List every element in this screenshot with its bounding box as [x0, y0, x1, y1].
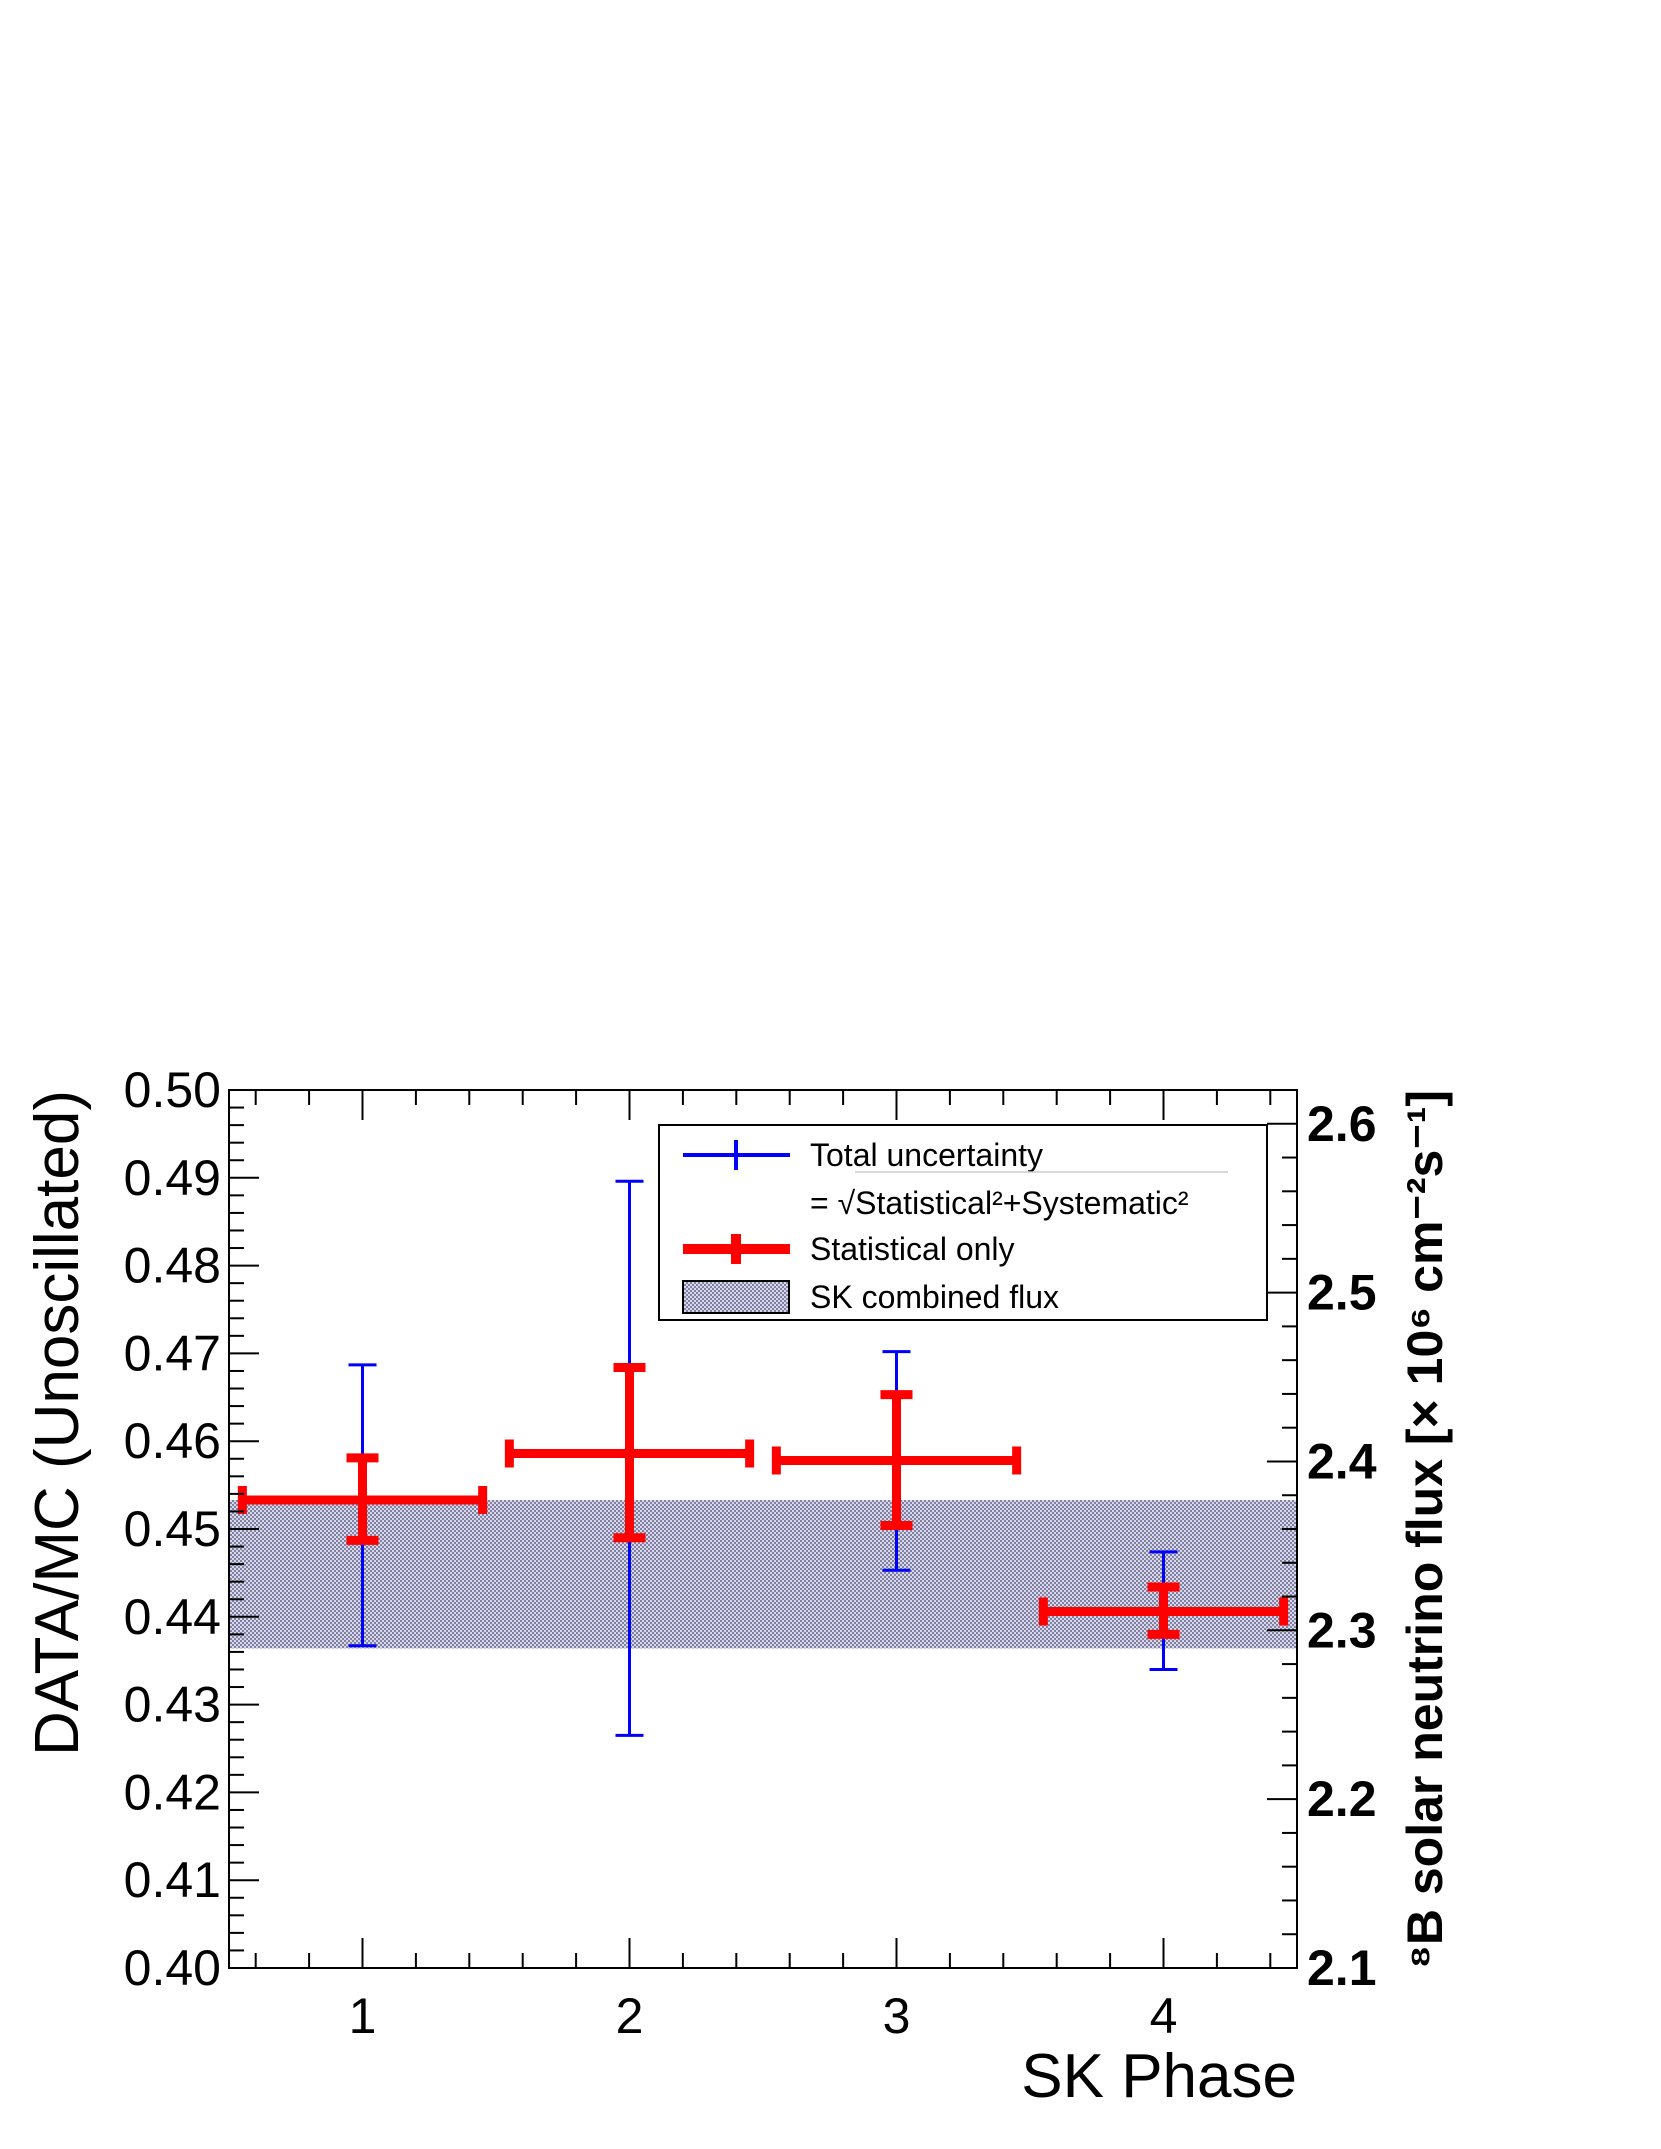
- y-right-tick-label: 2.6: [1307, 1096, 1377, 1152]
- legend-total-label: Total uncertainty: [810, 1137, 1043, 1173]
- x-tick-label: 2: [616, 1988, 644, 2044]
- y-right-tick-label: 2.3: [1307, 1602, 1377, 1658]
- data-point-sk1: [237, 1363, 488, 1648]
- legend-band-label: SK combined flux: [810, 1279, 1059, 1315]
- y-tick-label: 0.44: [124, 1589, 221, 1645]
- y-right-tick-label: 2.2: [1307, 1771, 1377, 1827]
- y-right-tick-label: 2.5: [1307, 1265, 1377, 1321]
- data-point-sk4: [1038, 1550, 1289, 1671]
- y-tick-label: 0.40: [124, 1940, 221, 1996]
- y-tick-label: 0.47: [124, 1325, 221, 1381]
- x-tick-label: 4: [1150, 1988, 1178, 2044]
- y-tick-label: 0.43: [124, 1677, 221, 1733]
- y-tick-label: 0.41: [124, 1852, 221, 1908]
- y-tick-label: 0.48: [124, 1238, 221, 1294]
- data-points: [237, 1179, 1289, 1737]
- legend-stat-label: Statistical only: [810, 1231, 1015, 1267]
- y-tick-label: 0.46: [124, 1413, 221, 1469]
- y-right-tick-label: 2.1: [1307, 1940, 1377, 1996]
- y-tick-label: 0.42: [124, 1764, 221, 1820]
- y-tick-label: 0.49: [124, 1150, 221, 1206]
- legend: Total uncertainty = √Statistical²+System…: [658, 1124, 1268, 1321]
- x-axis-title: SK Phase: [1021, 2042, 1297, 2111]
- combined-flux-band: [229, 1500, 1297, 1649]
- y-tick-label: 0.45: [124, 1501, 221, 1557]
- legend-band-swatch: [682, 1280, 790, 1314]
- data-point-sk3: [771, 1350, 1022, 1572]
- combined-flux-band-rect: [229, 1500, 1297, 1649]
- data-point-sk2: [504, 1179, 755, 1737]
- axes: 1 2 3 4 0.40 0.41 0.42 0.43 0.44 0.45 0.46 0.47 0.48…: [124, 1062, 1377, 2044]
- y-right-tick-label: 2.4: [1307, 1433, 1377, 1489]
- x-tick-label: 3: [883, 1988, 911, 2044]
- legend-total-formula: = √Statistical²+Systematic²: [810, 1185, 1189, 1221]
- y-axis-title: DATA/MC (Unoscillated): [23, 1090, 92, 1756]
- y-tick-label: 0.50: [124, 1062, 221, 1118]
- y-right-axis-title: ⁸B solar neutrino flux [× 10⁶ cm⁻²s⁻¹]: [1397, 1090, 1453, 1969]
- x-tick-label: 1: [349, 1988, 377, 2044]
